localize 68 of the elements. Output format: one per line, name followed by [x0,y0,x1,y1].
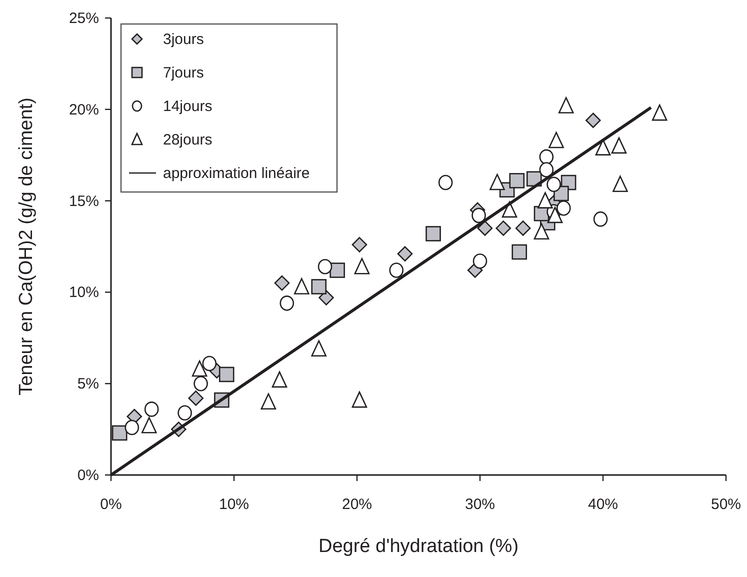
point [178,405,192,420]
point [280,296,294,311]
point [354,258,370,274]
legend-label: 7jours [163,64,204,82]
point [490,174,505,190]
point [112,425,128,441]
point [311,340,327,357]
point [438,174,453,190]
legend-label: 3jours [163,31,204,48]
point [512,244,528,260]
point [202,356,217,372]
point [472,208,486,224]
point [477,220,493,236]
legend-label: 14jours [163,98,212,115]
point [548,132,564,148]
x-tick-label: 30% [464,496,496,513]
y-tick-label: 5% [77,376,99,393]
point [124,420,140,436]
legend-label: approximation linéaire [163,165,310,182]
point [586,112,601,128]
x-tick-label: 0% [100,496,122,513]
y-tick-label: 15% [68,192,99,210]
point [611,137,627,154]
point [397,246,413,262]
point [274,275,290,291]
point [141,416,157,434]
point [496,220,512,236]
point [547,206,563,224]
point [426,226,441,242]
x-tick-label: 50% [710,496,742,513]
point [194,376,208,392]
point [546,176,561,192]
x-axis-title: Degré d'hydratation (%) [318,536,519,557]
point [218,366,234,382]
point [260,393,276,410]
point [538,192,553,208]
legend-label: 28jours [163,132,212,148]
y-axis-title: Teneur en Ca(OH)2 (g/g de ciment) [16,98,37,396]
point [515,220,531,236]
point [272,371,288,388]
point [188,390,204,406]
point [593,211,608,227]
x-tick-label: 10% [218,496,250,513]
point [294,278,310,294]
point [352,237,368,252]
point [311,279,327,294]
point [502,201,518,218]
point [612,176,628,192]
point [472,253,488,269]
point [389,262,404,278]
point [352,391,368,408]
point [534,223,550,240]
point [595,139,611,156]
point [509,173,525,188]
y-tick-label: 20% [68,101,99,118]
point [558,97,574,114]
x-tick-label: 20% [342,496,372,513]
point [556,200,571,216]
point [539,149,554,165]
y-tick-label: 0% [77,467,99,484]
point [192,360,208,377]
y-tick-label: 25% [68,10,99,27]
y-tick-label: 10% [68,284,99,302]
point [652,104,668,121]
point [318,258,332,274]
point [330,262,345,278]
x-tick-label: 40% [588,496,618,513]
point [144,402,159,417]
